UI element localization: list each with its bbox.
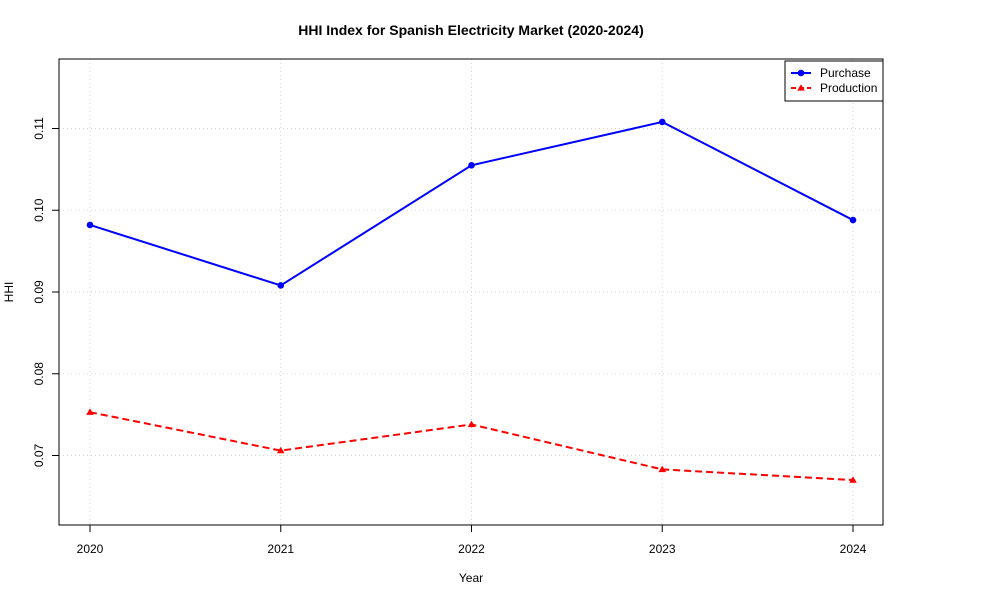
y-tick-label: 0.10 [32, 198, 46, 222]
data-point-production-2022 [467, 420, 476, 428]
grid-layer [59, 59, 883, 525]
axis-layer: 2020 2021 2022 2023 2024 0.07 0.08 0.09 0.10 0.11 [32, 117, 867, 556]
legend-label-purchase: Purchase [820, 66, 871, 80]
data-point-purchase-2020 [86, 221, 94, 229]
x-tick-label: 2021 [267, 542, 294, 556]
data-point-production-2023 [658, 465, 667, 473]
data-point-production-2024 [849, 476, 857, 483]
y-tick-label: 0.08 [32, 362, 46, 386]
y-tick-label: 0.11 [32, 117, 46, 140]
legend-marker-production [797, 84, 805, 91]
data-point-purchase-2024 [849, 216, 857, 224]
data-point-production-2020 [86, 408, 94, 415]
y-axis-label: HHI [2, 282, 16, 303]
legend-box [784, 60, 884, 102]
legend-label-production: Production [820, 81, 877, 95]
data-point-purchase-2021 [277, 282, 285, 289]
data-point-production-2021 [276, 446, 285, 454]
data-point-purchase-2022 [468, 161, 475, 169]
chart-title: HHI Index for Spanish Electricity Market… [298, 22, 643, 38]
x-tick-label: 2022 [458, 542, 485, 556]
data-point-purchase-2023 [658, 118, 666, 126]
series-layer [86, 118, 857, 483]
x-tick-label: 2023 [649, 542, 676, 556]
legend-marker-purchase [797, 69, 805, 77]
x-tick-label: 2024 [840, 542, 867, 556]
y-tick-label: 0.09 [32, 280, 46, 304]
x-tick-label: 2020 [77, 542, 104, 556]
y-tick-label: 0.07 [32, 444, 46, 468]
x-axis-label: Year [459, 571, 483, 585]
